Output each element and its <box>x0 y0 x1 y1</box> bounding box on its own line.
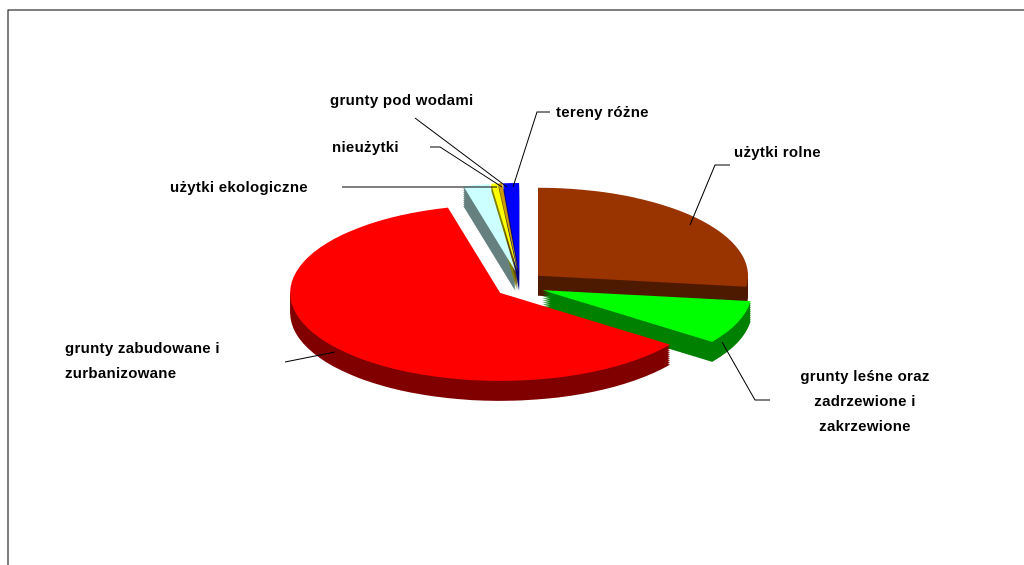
slice <box>290 207 671 381</box>
slice-label: grunty leśne oraz zadrzewione i zakrzewi… <box>800 368 930 435</box>
slice-label: grunty zabudowane i zurbanizowane <box>65 340 220 382</box>
slice <box>491 183 518 272</box>
slice-label: tereny różne <box>556 104 649 121</box>
slice-side <box>463 201 516 290</box>
slice-side <box>463 193 516 282</box>
slice-side <box>463 187 516 276</box>
leader-line <box>689 164 730 226</box>
leader-line <box>721 341 770 401</box>
slice-label: użytki ekologiczne <box>170 179 308 196</box>
slice <box>503 183 520 272</box>
leader-line <box>284 351 336 363</box>
slice-label: nieużytki <box>332 139 399 156</box>
leader-line <box>414 117 508 188</box>
slice-side <box>463 191 516 280</box>
slice <box>542 290 751 342</box>
slice-side <box>463 197 516 286</box>
leader-line <box>512 111 550 188</box>
slice <box>538 187 749 287</box>
slice-side <box>463 189 516 278</box>
slice-side <box>463 195 516 284</box>
slice-side <box>463 203 516 292</box>
slice-label: grunty pod wodami <box>330 92 474 109</box>
slice-side <box>463 199 516 288</box>
leader-line <box>430 146 503 188</box>
frame <box>7 9 1024 565</box>
slice <box>463 183 516 272</box>
slice-side <box>463 185 516 274</box>
slice <box>498 183 518 272</box>
slice-label: użytki rolne <box>734 144 821 161</box>
